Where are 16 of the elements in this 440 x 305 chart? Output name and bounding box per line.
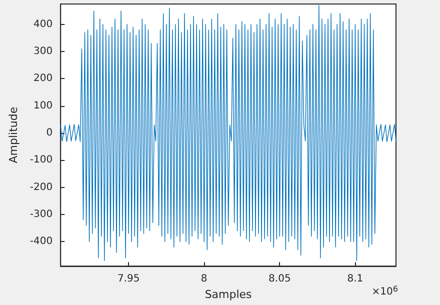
x-tick-label: 8.05 [268, 274, 291, 285]
y-tick-label: -300 [30, 208, 53, 220]
x-tick-label: 8.1 [347, 274, 364, 285]
y-axis-title: Amplitude [7, 106, 20, 164]
y-tick-label: 200 [34, 73, 53, 84]
y-tick-label: -100 [30, 154, 53, 166]
y-tick-label: -200 [30, 182, 53, 193]
x-tick-label: 7.95 [117, 274, 140, 285]
y-tick-label: 0 [46, 128, 53, 139]
line-series [60, 5, 396, 262]
y-tick-label: 300 [34, 46, 53, 58]
x-axis-title: Samples [204, 288, 252, 301]
y-tick-label: 400 [34, 18, 53, 30]
y-tick-label: -400 [30, 236, 53, 248]
y-tick-label: 100 [34, 100, 53, 112]
x-tick-label: 8 [200, 274, 208, 285]
